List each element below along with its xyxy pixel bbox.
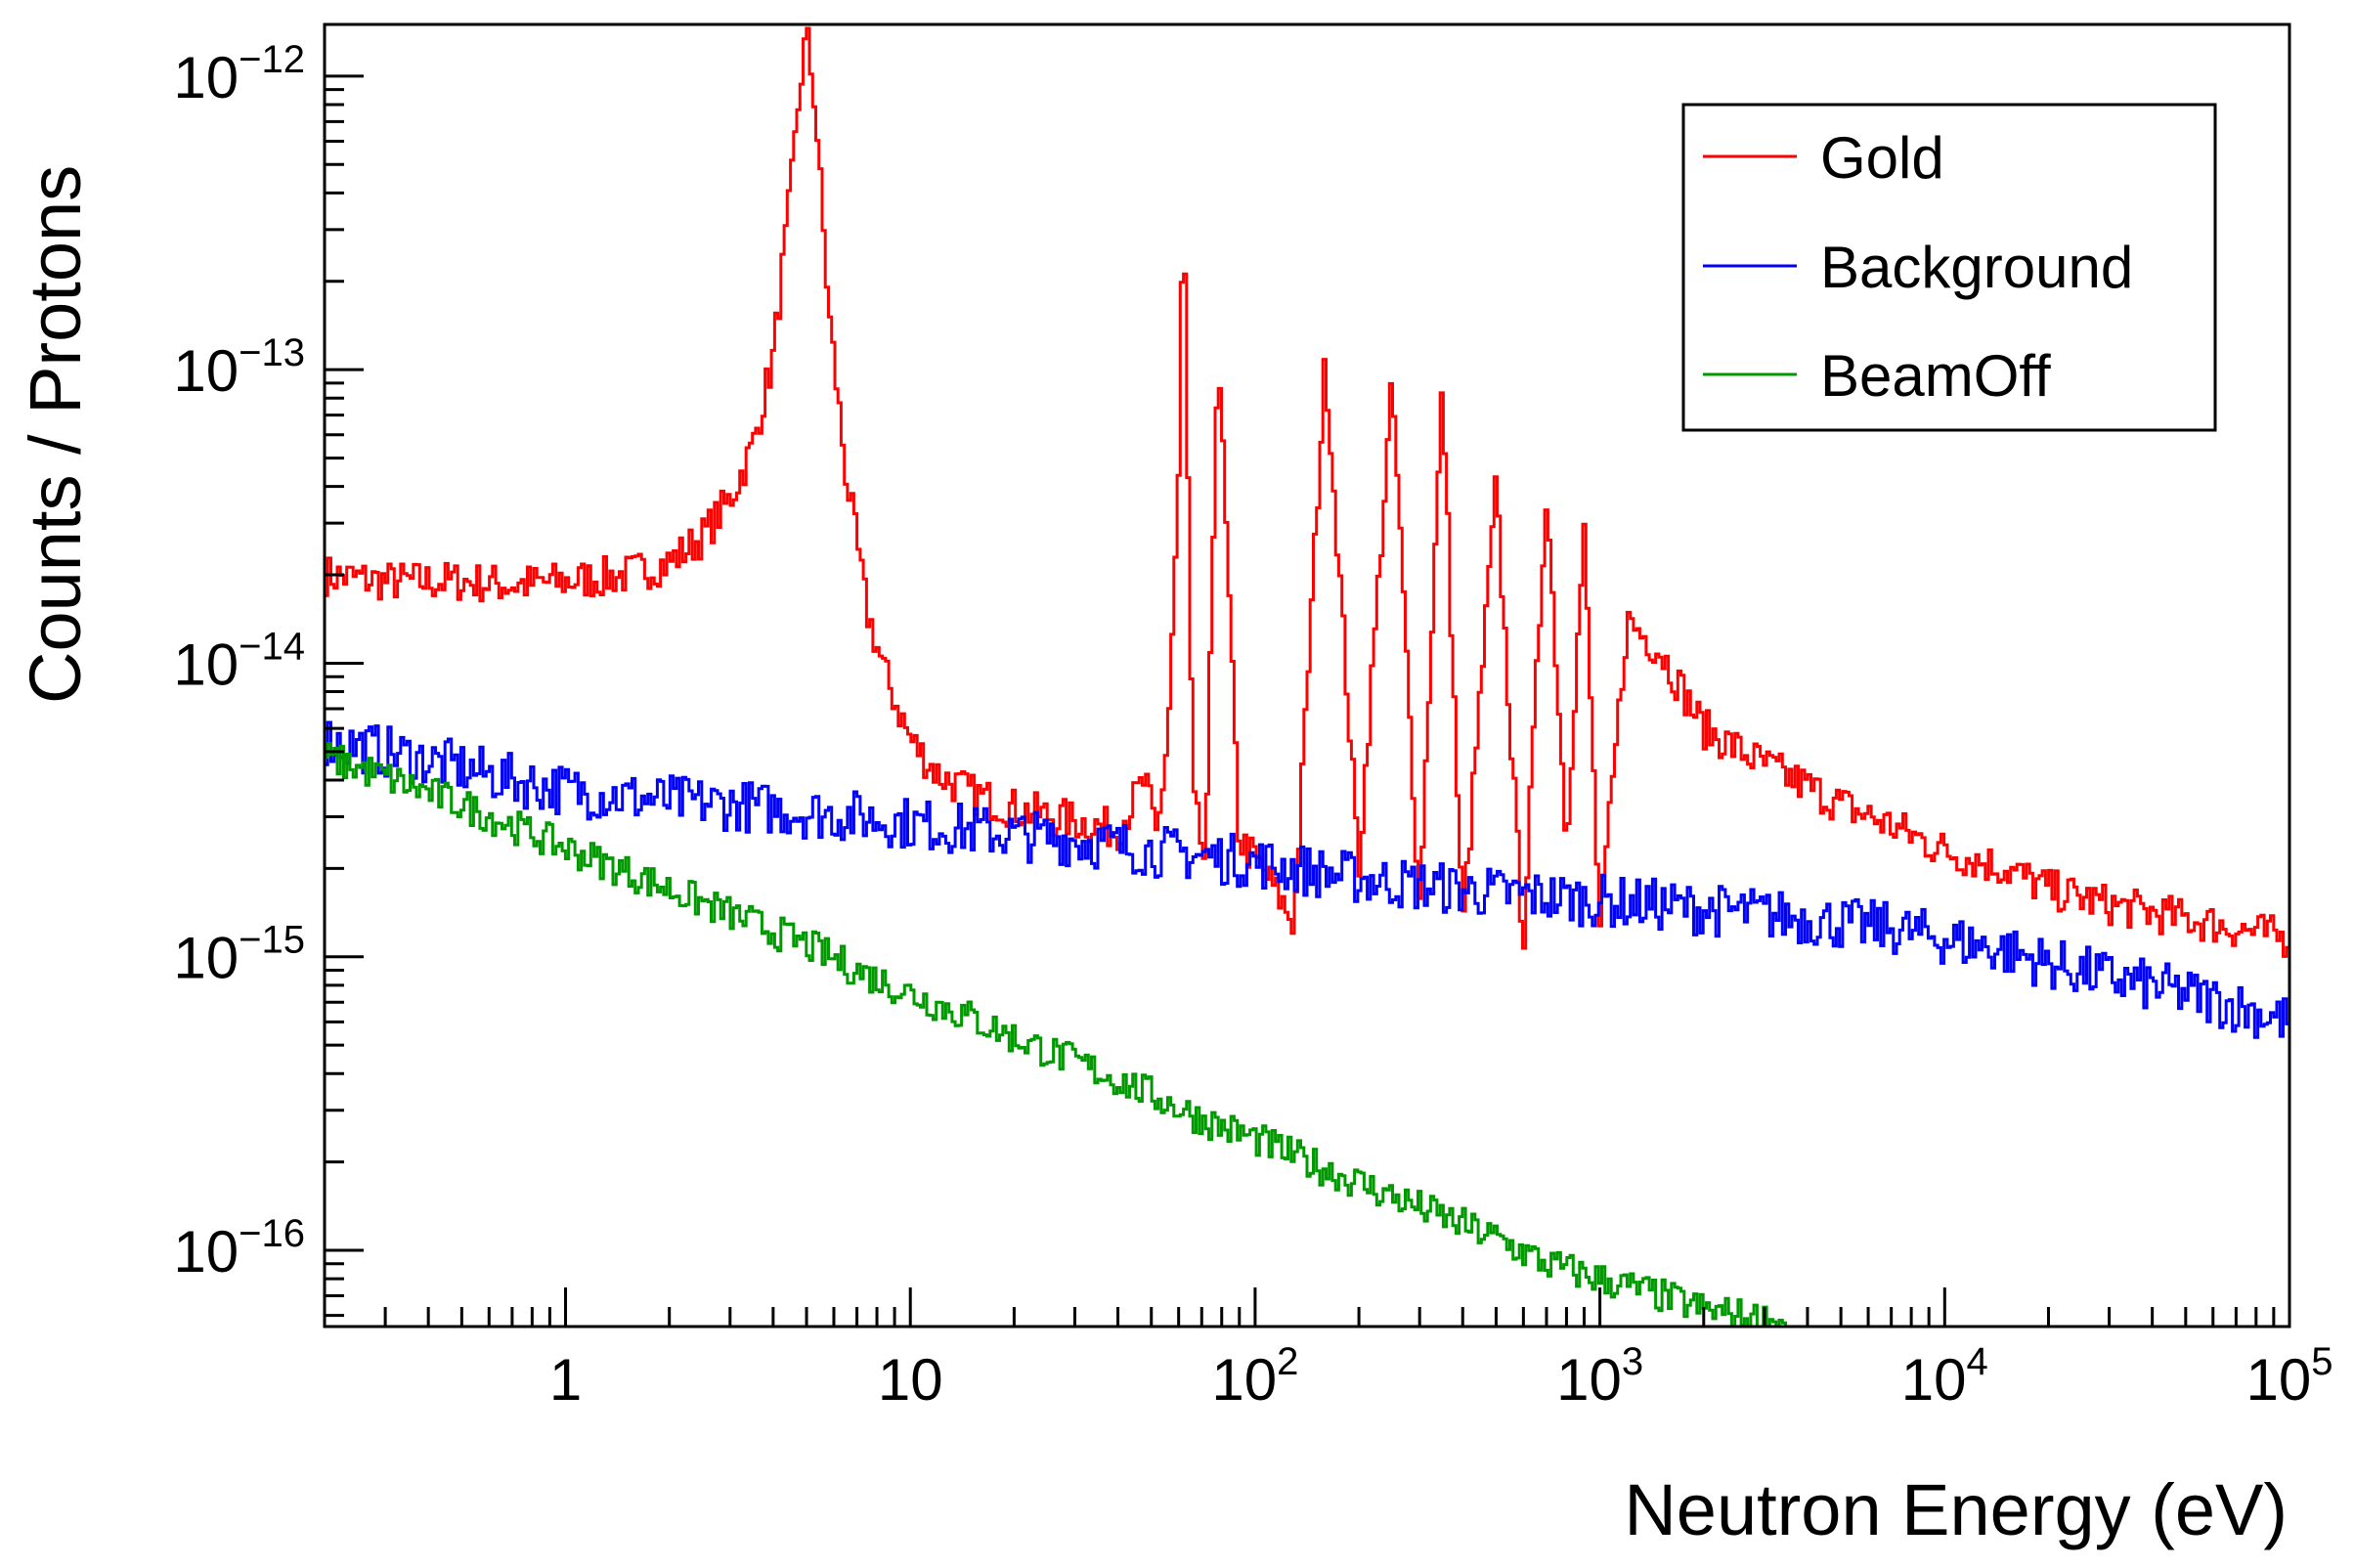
y-tick-label: 10−13: [173, 331, 305, 404]
legend-label-background: Background: [1820, 235, 2133, 300]
x-tick-label: 1: [549, 1347, 582, 1413]
x-tick-label: 104: [1901, 1340, 1988, 1413]
y-tick-label: 10−16: [173, 1212, 305, 1285]
x-tick-label: 103: [1556, 1340, 1643, 1413]
series-line-background: [325, 720, 2289, 1039]
series-line-beamoff: [325, 742, 1788, 1328]
x-tick-label: 102: [1211, 1340, 1298, 1413]
axes-layer: 1 10 102 103 104 105 10−12 10−13 10−14 10−15 10−16: [173, 22, 2333, 1413]
x-tick-label: 10: [878, 1347, 943, 1413]
series-layer: [325, 26, 2289, 1328]
legend-label-gold: Gold: [1820, 125, 1944, 191]
y-tick-label: 10−14: [173, 625, 305, 697]
y-tick-label: 10−15: [173, 919, 305, 991]
x-tick-label: 105: [2246, 1340, 2333, 1413]
legend: Gold Background BeamOff: [1681, 103, 2217, 432]
legend-label-beamoff: BeamOff: [1820, 343, 2051, 409]
x-axis-title: Neutron Energy (eV): [1624, 1469, 2288, 1550]
y-tick-label: 10−12: [173, 38, 305, 110]
y-axis-title: Counts / Protons: [15, 165, 96, 704]
series-line-gold: [325, 26, 2289, 958]
